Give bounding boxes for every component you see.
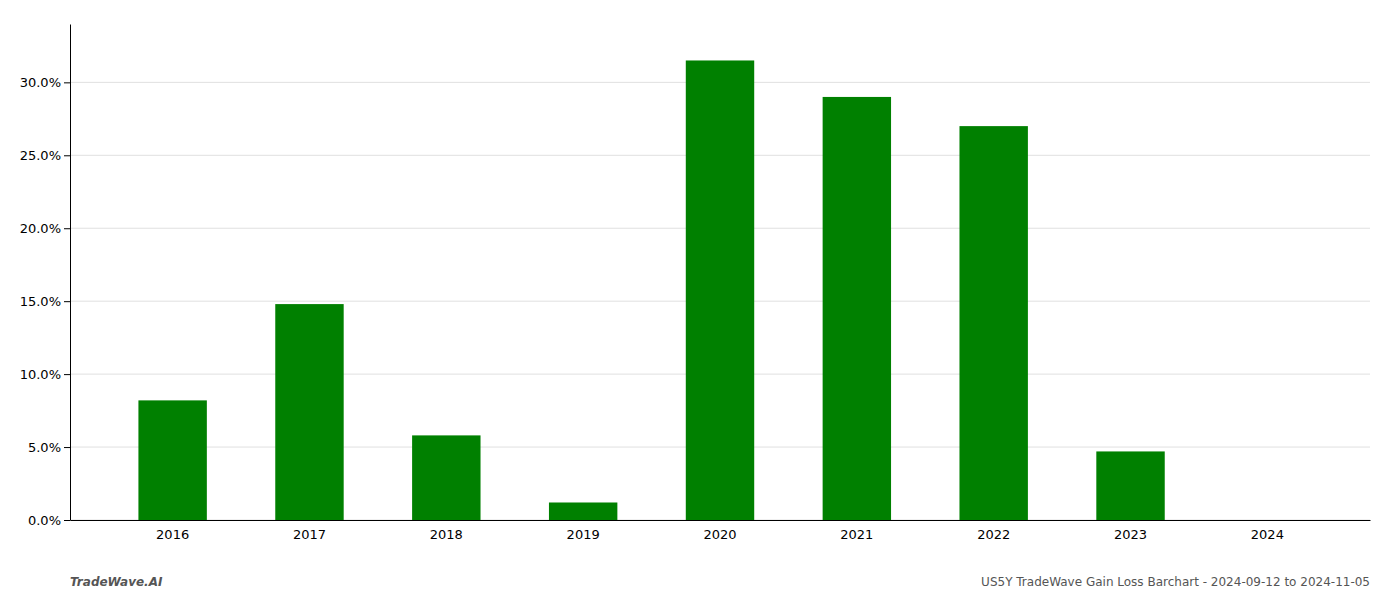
y-tick: 25.0% (20, 148, 70, 163)
y-tick-label: 30.0% (20, 75, 61, 90)
y-tick-label: 10.0% (20, 367, 61, 382)
tick-mark (64, 447, 70, 448)
bar (138, 400, 206, 520)
axis-line (71, 520, 1371, 521)
chart: 2016 2017 2018 2019 2020 2021 2022 2023 2024 0.0%… (0, 0, 1400, 600)
y-tick-label: 5.0% (28, 440, 61, 455)
x-tick: 2023 (1114, 527, 1147, 542)
x-tick-label: 2022 (977, 527, 1010, 542)
bar (412, 435, 480, 520)
x-tick: 2017 (293, 527, 326, 542)
x-tick-label: 2019 (567, 527, 600, 542)
bar (686, 60, 754, 520)
x-tick-label: 2017 (293, 527, 326, 542)
bar (823, 97, 891, 520)
tick-mark (64, 301, 70, 302)
x-tick-label: 2024 (1251, 527, 1284, 542)
y-tick: 10.0% (20, 367, 70, 382)
plot: 2016 2017 2018 2019 2020 2021 2022 2023 2024 0.0%… (20, 25, 1371, 543)
y-axis: 0.0% 5.0% 10.0% 15.0% 20.0% 25.0% 30.0% (20, 25, 71, 528)
y-tick: 15.0% (20, 294, 70, 309)
x-tick-label: 2018 (430, 527, 463, 542)
tick-mark (64, 228, 70, 229)
y-tick: 20.0% (20, 221, 70, 236)
x-tick-label: 2023 (1114, 527, 1147, 542)
y-tick-label: 20.0% (20, 221, 61, 236)
bar (549, 502, 617, 520)
bar (959, 126, 1027, 520)
axis-line (70, 25, 71, 521)
bar (275, 304, 343, 520)
x-tick: 2018 (430, 527, 463, 542)
y-tick-label: 0.0% (28, 513, 61, 528)
tick-mark (64, 82, 70, 83)
tick-mark (64, 374, 70, 375)
y-tick-label: 25.0% (20, 148, 61, 163)
x-tick: 2020 (703, 527, 736, 542)
bars (138, 60, 1164, 520)
x-axis: 2016 2017 2018 2019 2020 2021 2022 2023 2024 (71, 521, 1371, 543)
bar (1233, 520, 1301, 521)
x-tick: 2019 (567, 527, 600, 542)
y-tick: 0.0% (28, 513, 70, 528)
x-tick-label: 2020 (703, 527, 736, 542)
footer: TradeWave.AI (70, 575, 163, 589)
y-tick-label: 15.0% (20, 294, 61, 309)
footer: US5Y TradeWave Gain Loss Barchart - 2024… (981, 575, 1370, 589)
x-tick: 2024 (1251, 527, 1284, 542)
x-tick-label: 2016 (156, 527, 189, 542)
x-tick: 2016 (156, 527, 189, 542)
y-tick: 5.0% (28, 440, 70, 455)
y-tick: 30.0% (20, 75, 70, 90)
tick-mark (64, 520, 70, 521)
x-tick: 2021 (840, 527, 873, 542)
tick-mark (64, 155, 70, 156)
x-tick: 2022 (977, 527, 1010, 542)
bar (1096, 451, 1164, 520)
x-tick-label: 2021 (840, 527, 873, 542)
